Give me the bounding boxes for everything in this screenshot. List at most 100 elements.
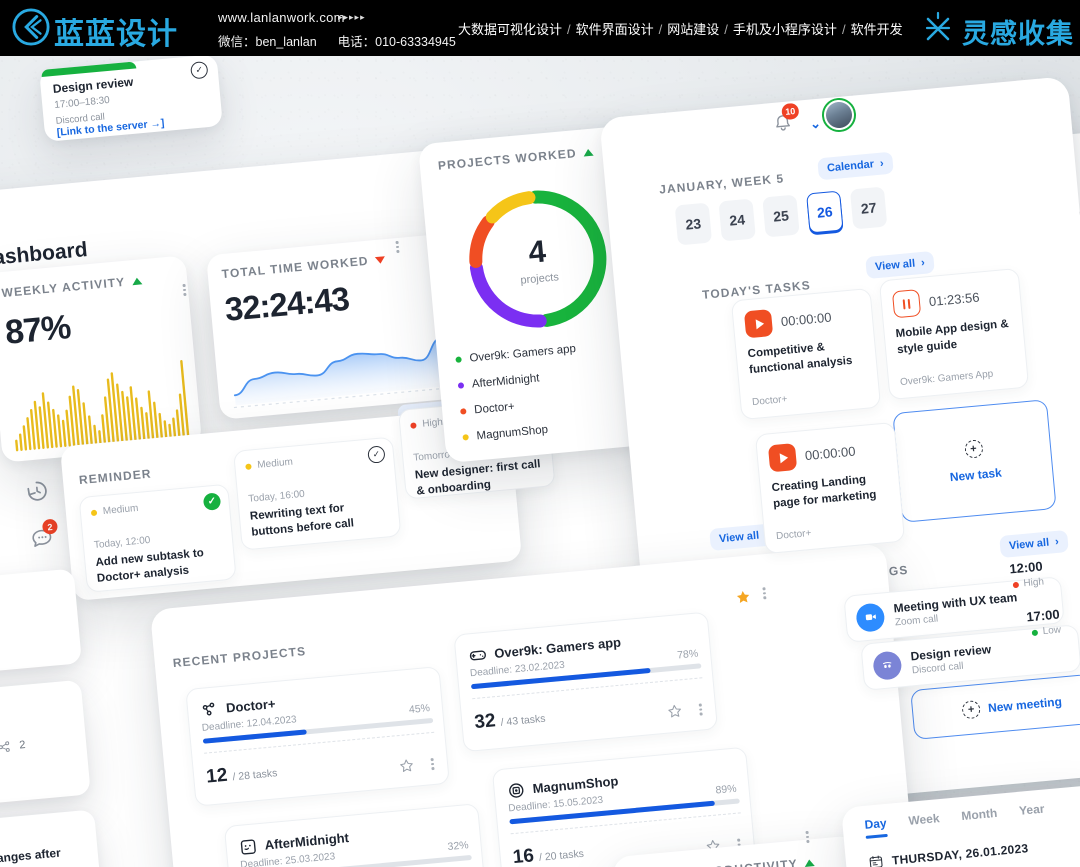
donut-segment-1[interactable]	[469, 261, 547, 328]
legend-label: AfterMidnight	[471, 372, 540, 391]
chevron-right-icon: ›	[920, 256, 926, 270]
project-row[interactable]: MagnumShop Deadline: 15.05.2023 89% 16 /…	[491, 746, 757, 867]
reminder-item[interactable]: Medium Today, 12:00 Add new subtask to D…	[78, 483, 237, 593]
priority-dot	[410, 421, 417, 429]
design-review-check[interactable]: ✓	[190, 60, 209, 80]
project-percent: 78%	[676, 647, 699, 662]
priority-dot	[90, 509, 98, 516]
reminder-status[interactable]: ✓	[367, 445, 386, 464]
donut-segment-0[interactable]	[528, 190, 607, 327]
banner-services: 大数据可视化设计 / 软件界面设计 / 网站建设 / 手机及小程序设计 / 软件开发	[458, 19, 903, 38]
reminder-title: Reminder	[78, 466, 153, 488]
notification-bell[interactable]: 10	[771, 102, 800, 139]
floating-comment-card-3[interactable]: UI Design Make some changes after client…	[0, 809, 104, 867]
weekly-activity-bar-chart	[15, 360, 190, 452]
play-timer-button[interactable]	[743, 309, 774, 339]
inspiration-logo-icon	[925, 11, 951, 41]
donut-legend-item[interactable]: Doctor+	[460, 389, 640, 417]
projects-worked-panel: Projects worked 4 projects Over9k: Gamer…	[417, 124, 663, 464]
date-tab-week[interactable]: Week	[907, 811, 941, 828]
banner-service-2: 网站建设	[667, 22, 720, 37]
legend-color-dot	[460, 408, 467, 415]
service-separator: /	[724, 22, 728, 37]
legend-color-dot	[455, 356, 462, 363]
pause-timer-button[interactable]	[891, 289, 922, 319]
today-task-card[interactable]: 01:23:56 Mobile App design & style guide…	[878, 267, 1030, 401]
header-chevron-down-icon[interactable]: ⌄	[809, 115, 822, 132]
date-tab-year[interactable]: Year	[1018, 801, 1046, 818]
task-project: Over9k: Gamers App	[899, 368, 994, 389]
calendar-day-23[interactable]: 23	[674, 202, 713, 246]
floating-card-design-review[interactable]: ✓ Design review 17:00–18:30 Discord call…	[39, 56, 223, 142]
total-time-card: Total time worked 32:24:43	[206, 233, 465, 420]
project-row[interactable]: AfterMidnight Deadline: 25.03.2023 32% 9…	[223, 803, 489, 867]
calendar-day-25[interactable]: 25	[762, 194, 800, 238]
gamepad-icon	[469, 650, 486, 661]
recent-projects-title: Recent projects	[172, 644, 307, 671]
donut-segment-3[interactable]	[485, 191, 536, 224]
calendar-day-24[interactable]: 24	[718, 198, 756, 242]
date-tab-day[interactable]: Day	[864, 816, 888, 839]
task-project: Doctor+	[775, 527, 812, 543]
total-time-title: Total time worked	[221, 253, 370, 282]
date-switcher-date: THURSDAY, 26.01.2023	[891, 841, 1030, 867]
donut-legend-item[interactable]: AfterMidnight	[457, 364, 637, 392]
projects-donut-chart: 4 projects	[469, 190, 607, 328]
promo-banner: 蓝蓝设计 www.lanlanwork.com ▸▸▸▸▸ 微信：ben_lan…	[0, 0, 1080, 56]
floating-comment-card-1[interactable]: nd 3	[0, 568, 82, 679]
star-outline-icon[interactable]	[397, 757, 415, 775]
date-tab-month[interactable]: Month	[960, 805, 998, 824]
molecule-icon	[202, 702, 215, 716]
calendar-icon	[869, 855, 883, 867]
meeting-time-block: 17:00 Low	[1026, 607, 1062, 639]
star-outline-icon[interactable]	[666, 702, 684, 720]
notification-count: 10	[781, 102, 800, 121]
project-row-menu[interactable]	[430, 758, 435, 771]
dashboard-scene: ✓ Design review 17:00–18:30 Discord call…	[0, 56, 1080, 867]
reminder-item[interactable]: Medium Today, 16:00 Rewriting text for b…	[233, 436, 402, 551]
calendar-day-26[interactable]: 26	[806, 190, 844, 234]
meeting-row[interactable]: Design review Discord call	[860, 624, 1080, 691]
play-timer-button[interactable]	[767, 443, 798, 473]
inspiration-logo-text: 灵感收集	[962, 19, 1074, 50]
new-task-button[interactable]: + New task	[892, 399, 1057, 523]
donut-legend-item[interactable]: MagnumShop	[462, 415, 642, 443]
new-task-label: New task	[949, 465, 1003, 485]
service-separator: /	[567, 22, 571, 37]
donut-segment-2[interactable]	[469, 215, 495, 268]
lanlan-logo-icon	[12, 8, 50, 46]
today-task-card[interactable]: 00:00:00 Creating Landing page for marke…	[754, 421, 906, 555]
today-task-card[interactable]: 00:00:00 Competitive & functional analys…	[730, 287, 882, 421]
legend-color-dot	[462, 434, 469, 441]
project-percent: 45%	[408, 702, 431, 716]
moon-icon	[240, 839, 256, 855]
floating-comment-card-2[interactable]: zing last call 13 2 w subtascks (2)	[0, 679, 91, 812]
project-row[interactable]: Over9k: Gamers app Deadline: 23.02.2023 …	[453, 611, 719, 753]
plus-circle-icon: +	[963, 439, 984, 459]
project-done-count: 16	[511, 845, 535, 867]
meeting-row[interactable]: Meeting with UX team Zoom call	[843, 576, 1065, 643]
priority-dot	[245, 462, 252, 470]
project-row-menu[interactable]	[699, 703, 703, 716]
svg-text:projects: projects	[520, 271, 560, 286]
task-project: Doctor+	[751, 393, 788, 409]
project-total-count: / 28 tasks	[232, 767, 278, 784]
banner-wechat: 微信：ben_lanlan	[218, 35, 317, 49]
projects-view-all-label: View all	[718, 529, 760, 546]
star-filled-icon[interactable]	[733, 587, 753, 607]
meeting-priority: High	[1023, 576, 1045, 590]
recent-projects-menu[interactable]	[762, 587, 767, 600]
meeting-priority-dot	[1012, 581, 1019, 588]
date-switcher-card: Day Week Month Year THURSDAY, 26.01.2023	[841, 784, 1080, 867]
legend-label: Doctor+	[473, 400, 516, 417]
history-icon[interactable]	[23, 477, 51, 505]
project-total-count: / 43 tasks	[500, 712, 547, 729]
project-percent: 89%	[715, 782, 738, 797]
comment-card-3-text: Make some changes after clients comments	[0, 845, 62, 867]
chat-bubble-icon[interactable]	[27, 525, 57, 553]
project-row[interactable]: Doctor+ Deadline: 12.04.2023 45% 12 / 28…	[185, 666, 450, 807]
reminder-status[interactable]: ✓	[202, 492, 222, 511]
calendar-day-27[interactable]: 27	[849, 186, 888, 230]
banner-service-0: 大数据可视化设计	[458, 22, 563, 37]
weekly-activity-title: Weekly activity	[1, 274, 126, 301]
